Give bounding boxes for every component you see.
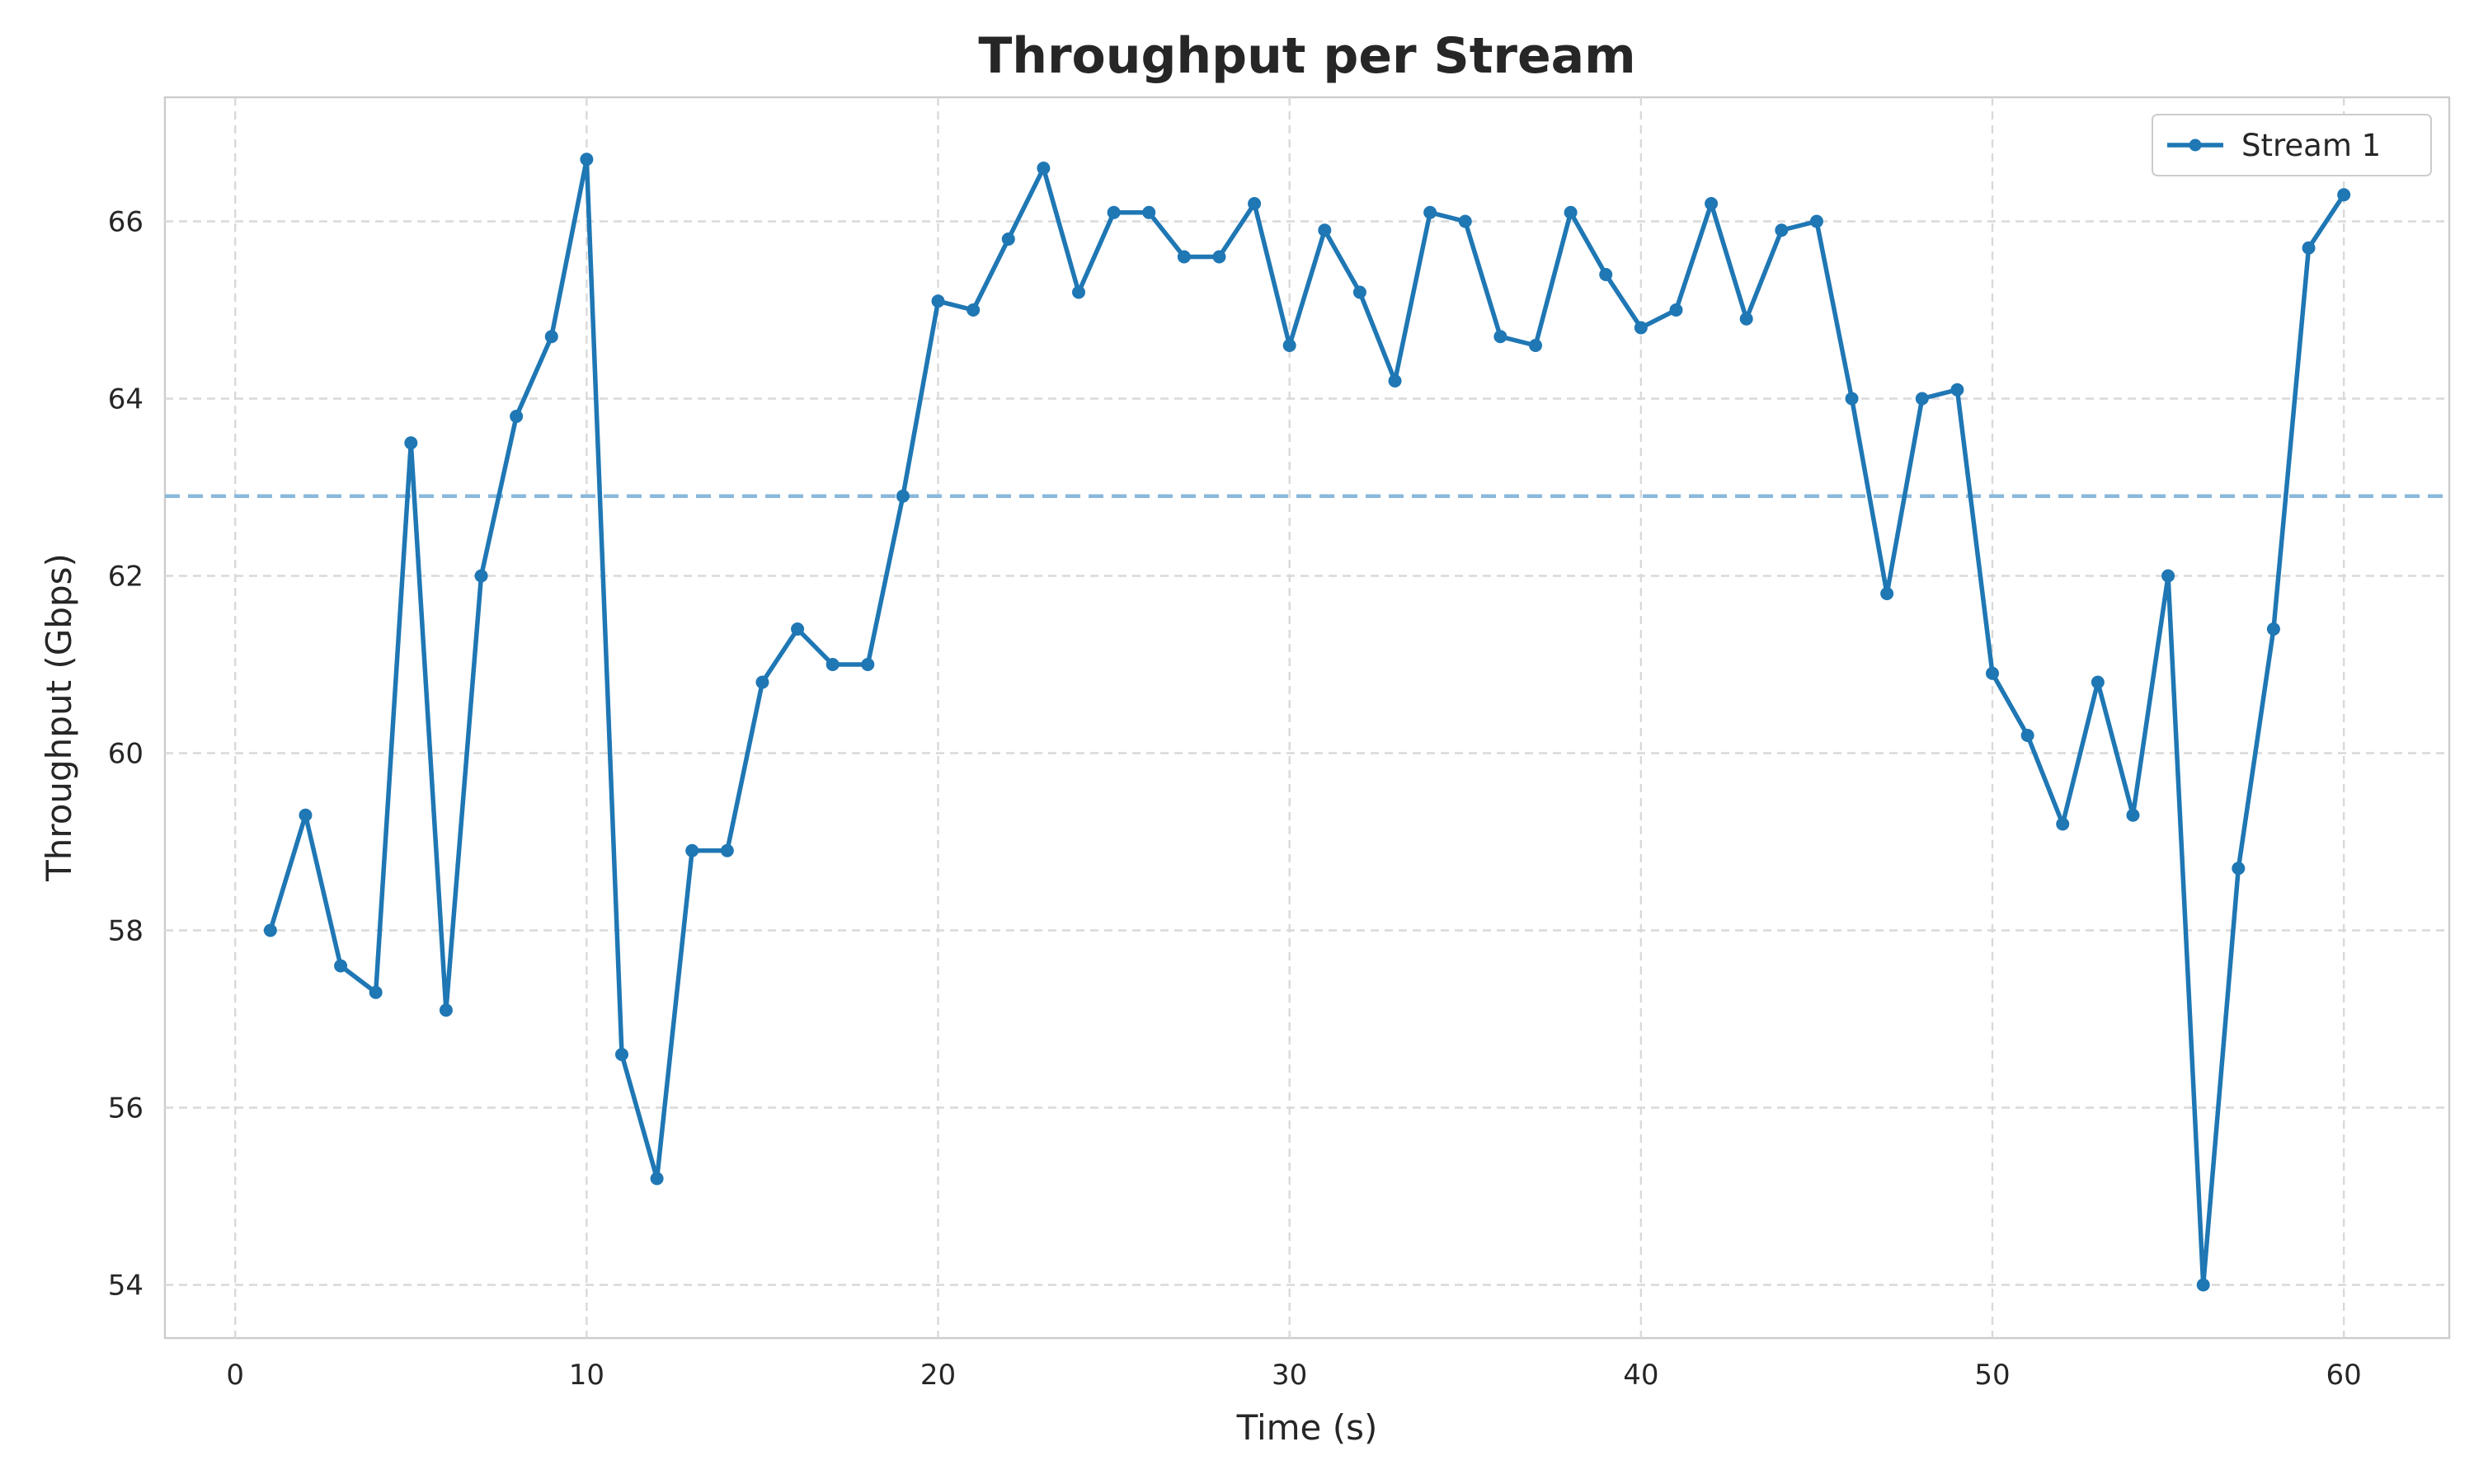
y-tick-label: 66 bbox=[108, 206, 143, 239]
data-point bbox=[510, 410, 524, 423]
legend: Stream 1 bbox=[2152, 114, 2432, 176]
data-point bbox=[1423, 205, 1437, 219]
data-point bbox=[755, 675, 769, 689]
legend-label-stream-1: Stream 1 bbox=[2241, 128, 2381, 163]
data-point bbox=[2266, 622, 2280, 636]
data-point bbox=[2161, 569, 2175, 583]
y-tick-label: 60 bbox=[108, 738, 143, 771]
y-tick-label: 58 bbox=[108, 915, 143, 948]
data-point bbox=[2196, 1278, 2210, 1292]
data-point bbox=[580, 153, 594, 167]
series-layer bbox=[263, 153, 2351, 1292]
chart-title: Throughput per Stream bbox=[978, 27, 1635, 85]
data-point bbox=[1282, 339, 1296, 352]
data-point bbox=[1599, 268, 1613, 281]
data-point bbox=[1775, 223, 1789, 237]
data-point bbox=[1669, 303, 1683, 317]
x-axis-label: Time (s) bbox=[1236, 1407, 1378, 1448]
y-tick-label: 62 bbox=[108, 561, 143, 594]
grid bbox=[165, 97, 2449, 1338]
data-point bbox=[1212, 250, 1226, 264]
x-tick-label: 10 bbox=[569, 1359, 604, 1392]
data-point bbox=[720, 843, 734, 857]
legend-box bbox=[2152, 114, 2432, 176]
y-tick-label: 54 bbox=[108, 1270, 143, 1303]
data-point bbox=[1142, 205, 1156, 219]
data-point bbox=[1318, 223, 1332, 237]
data-point bbox=[1845, 392, 1859, 406]
data-point bbox=[369, 985, 383, 999]
x-axis-ticks: 0 10 20 30 40 50 60 bbox=[226, 1359, 2361, 1392]
data-point bbox=[1529, 339, 1542, 352]
y-axis-ticks: 54 56 58 60 62 64 66 bbox=[108, 206, 143, 1303]
data-point bbox=[1001, 232, 1015, 246]
y-axis-label: Throughput (Gbps) bbox=[39, 553, 79, 882]
plot-area bbox=[163, 96, 2451, 1340]
series-line-stream-1 bbox=[268, 157, 2346, 1288]
data-point bbox=[2126, 808, 2140, 822]
data-point bbox=[439, 1003, 453, 1017]
data-point bbox=[1950, 383, 1964, 397]
data-point bbox=[1493, 330, 1507, 344]
x-tick-label: 50 bbox=[1974, 1359, 2010, 1392]
data-point bbox=[299, 808, 313, 822]
data-point bbox=[1634, 321, 1648, 335]
data-point bbox=[2091, 675, 2105, 689]
data-point bbox=[825, 658, 840, 671]
data-point bbox=[2302, 241, 2316, 255]
data-point bbox=[1986, 666, 1999, 680]
x-tick-label: 0 bbox=[226, 1359, 244, 1392]
x-tick-label: 60 bbox=[2326, 1359, 2362, 1392]
data-point bbox=[615, 1048, 628, 1061]
data-point bbox=[685, 843, 699, 857]
data-point bbox=[1037, 162, 1051, 175]
data-point bbox=[1388, 374, 1402, 387]
data-point bbox=[474, 569, 488, 583]
data-point bbox=[2020, 729, 2034, 742]
data-point bbox=[334, 959, 348, 973]
x-tick-label: 40 bbox=[1623, 1359, 1658, 1392]
legend-marker bbox=[2189, 139, 2202, 152]
data-point bbox=[1248, 197, 1262, 210]
x-tick-label: 30 bbox=[1272, 1359, 1307, 1392]
x-tick-label: 20 bbox=[920, 1359, 956, 1392]
data-point bbox=[650, 1172, 664, 1186]
data-point bbox=[1072, 285, 1085, 299]
y-tick-label: 64 bbox=[108, 383, 143, 416]
data-point bbox=[1177, 250, 1191, 264]
data-point bbox=[544, 330, 558, 344]
data-point bbox=[263, 923, 277, 937]
data-point bbox=[1739, 312, 1753, 326]
y-tick-label: 56 bbox=[108, 1092, 143, 1125]
data-point bbox=[2056, 817, 2070, 831]
data-point bbox=[1352, 285, 1366, 299]
data-point bbox=[791, 622, 805, 636]
data-point bbox=[1458, 214, 1472, 228]
data-point bbox=[967, 303, 981, 317]
data-point bbox=[896, 489, 910, 503]
data-point bbox=[1880, 587, 1894, 600]
data-point bbox=[1705, 197, 1719, 210]
data-point bbox=[1809, 214, 1823, 228]
data-point bbox=[2337, 188, 2351, 202]
data-point bbox=[1564, 205, 1578, 219]
data-point bbox=[1107, 205, 1121, 219]
data-point bbox=[404, 436, 418, 450]
data-point bbox=[1915, 392, 1929, 406]
data-point bbox=[931, 294, 945, 308]
data-point bbox=[861, 658, 875, 671]
data-point bbox=[2232, 862, 2246, 876]
